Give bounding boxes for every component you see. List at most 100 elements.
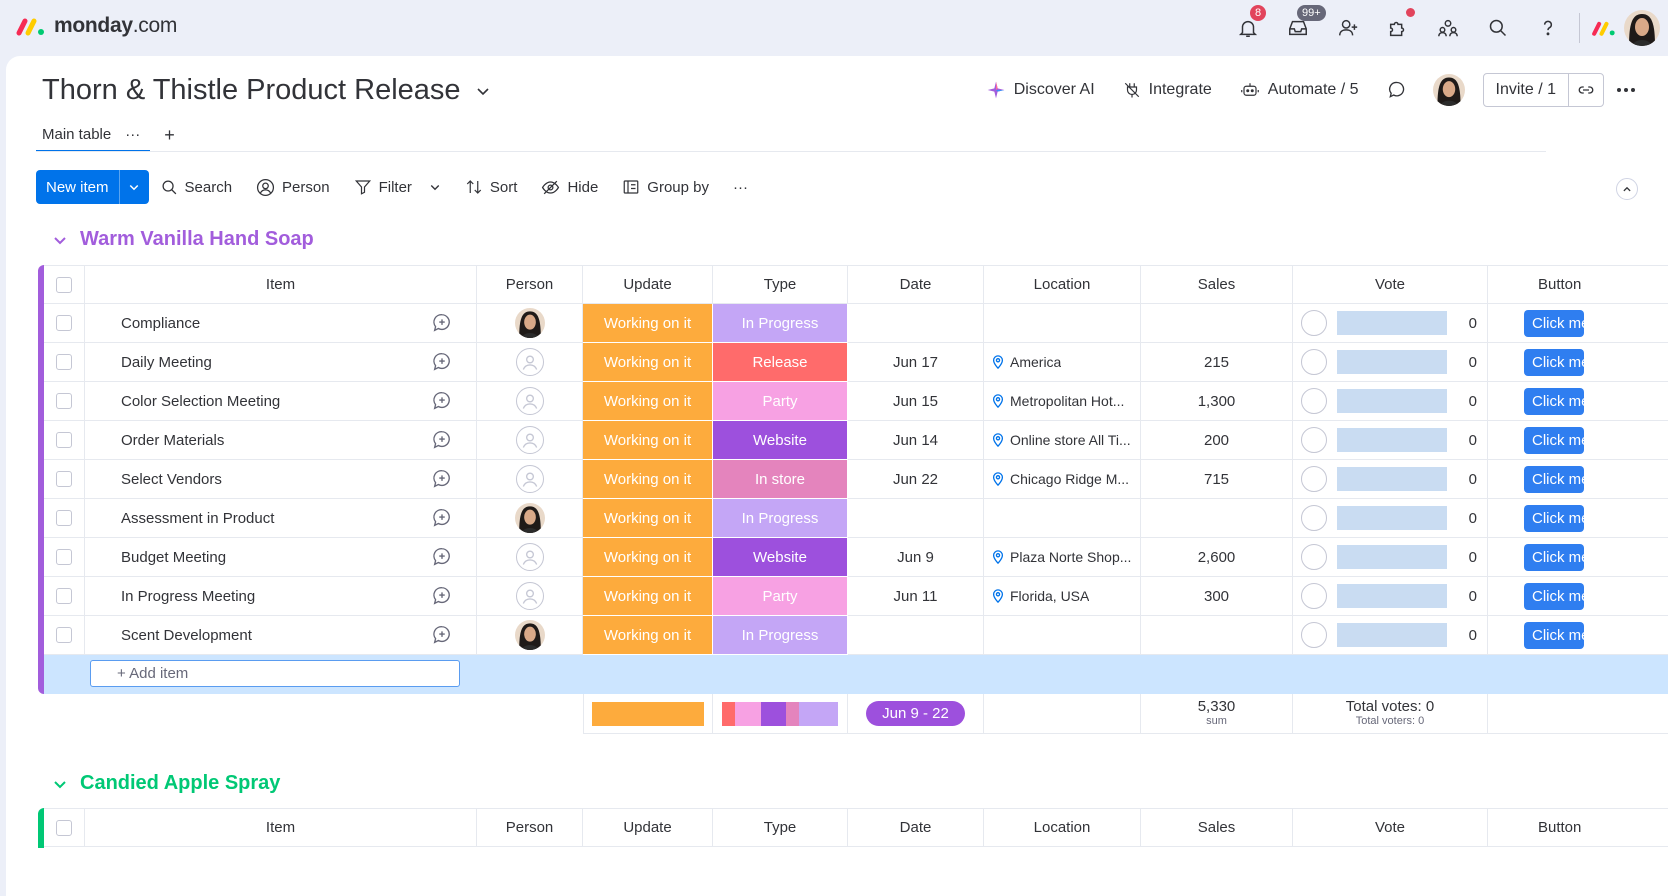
inbox-button[interactable]: 99+ xyxy=(1273,0,1326,56)
person-cell[interactable] xyxy=(477,382,583,421)
update-status[interactable]: Working on it xyxy=(583,538,713,577)
column-header-date[interactable]: Date xyxy=(848,265,984,304)
item-name[interactable]: Budget Meeting xyxy=(85,538,407,577)
board-title-area[interactable]: Thorn & Thistle Product Release xyxy=(42,74,491,107)
select-all-checkbox[interactable] xyxy=(56,276,72,293)
date-cell[interactable] xyxy=(848,499,984,538)
date-cell[interactable] xyxy=(848,304,984,343)
group-title[interactable]: Candied Apple Spray xyxy=(80,772,281,794)
row-checkbox-cell[interactable] xyxy=(44,343,85,382)
sales-cell[interactable] xyxy=(1141,304,1293,343)
column-header-type[interactable]: Type xyxy=(713,808,848,847)
type-status[interactable]: In Progress xyxy=(713,499,848,538)
update-status[interactable]: Working on it xyxy=(583,577,713,616)
open-updates-button[interactable] xyxy=(407,343,477,382)
type-status[interactable]: Party xyxy=(713,382,848,421)
integrate-button[interactable]: Integrate xyxy=(1109,72,1226,108)
person-cell[interactable] xyxy=(477,538,583,577)
apps-button[interactable] xyxy=(1373,0,1423,56)
click-me-button[interactable]: Click me xyxy=(1524,504,1590,532)
click-me-button[interactable]: Click me xyxy=(1524,426,1590,454)
column-header-sales[interactable]: Sales xyxy=(1141,265,1293,304)
column-header-button[interactable]: Button xyxy=(1488,265,1668,304)
open-updates-button[interactable] xyxy=(407,460,477,499)
row-checkbox[interactable] xyxy=(56,471,72,487)
column-header-type[interactable]: Type xyxy=(713,265,848,304)
open-updates-button[interactable] xyxy=(407,304,477,343)
vote-button[interactable] xyxy=(1301,349,1327,375)
chevron-down-icon[interactable] xyxy=(52,776,68,792)
item-name[interactable]: Compliance xyxy=(85,304,407,343)
date-summary[interactable]: Jun 9 - 22 xyxy=(848,694,984,734)
item-name[interactable]: Scent Development xyxy=(85,616,407,655)
column-header-sales[interactable]: Sales xyxy=(1141,808,1293,847)
item-name[interactable]: In Progress Meeting xyxy=(85,577,407,616)
type-status[interactable]: Website xyxy=(713,421,848,460)
chevron-down-icon[interactable] xyxy=(475,83,491,99)
type-status[interactable]: Party xyxy=(713,577,848,616)
column-header-update[interactable]: Update xyxy=(583,808,713,847)
discover-ai-button[interactable]: Discover AI xyxy=(972,72,1109,108)
search-button[interactable]: Search xyxy=(149,170,245,204)
toolbar-more-button[interactable]: ··· xyxy=(733,178,748,196)
open-updates-button[interactable] xyxy=(407,577,477,616)
copy-link-button[interactable] xyxy=(1569,74,1603,106)
sort-button[interactable]: Sort xyxy=(453,170,530,204)
update-status[interactable]: Working on it xyxy=(583,499,713,538)
click-me-button[interactable]: Click me xyxy=(1524,465,1590,493)
column-header-person[interactable]: Person xyxy=(477,265,583,304)
column-header-vote[interactable]: Vote xyxy=(1293,265,1488,304)
row-checkbox-cell[interactable] xyxy=(44,421,85,460)
column-header-location[interactable]: Location xyxy=(984,808,1141,847)
automate-button[interactable]: Automate / 5 xyxy=(1226,72,1373,108)
add-view-button[interactable]: + xyxy=(164,124,175,145)
add-item-input[interactable]: + Add item xyxy=(90,660,460,687)
date-cell[interactable] xyxy=(848,616,984,655)
filter-button[interactable]: Filter xyxy=(342,170,453,204)
marketplace-button[interactable] xyxy=(1423,0,1473,56)
location-cell[interactable] xyxy=(984,616,1141,655)
location-cell[interactable]: Metropolitan Hot... xyxy=(984,382,1141,421)
monday-logo[interactable]: monday.com xyxy=(16,14,177,38)
row-checkbox-cell[interactable] xyxy=(44,382,85,421)
date-cell[interactable]: Jun 14 xyxy=(848,421,984,460)
update-status[interactable]: Working on it xyxy=(583,421,713,460)
type-status[interactable]: Website xyxy=(713,538,848,577)
row-checkbox[interactable] xyxy=(56,315,72,331)
invite-button[interactable]: Invite / 1 xyxy=(1484,74,1569,106)
vote-button[interactable] xyxy=(1301,544,1327,570)
row-checkbox-cell[interactable] xyxy=(44,577,85,616)
type-summary[interactable] xyxy=(713,694,848,734)
notifications-button[interactable]: 8 xyxy=(1223,0,1273,56)
invite-members-button[interactable] xyxy=(1323,0,1373,56)
search-button[interactable] xyxy=(1473,0,1523,56)
location-cell[interactable]: Florida, USA xyxy=(984,577,1141,616)
open-updates-button[interactable] xyxy=(407,382,477,421)
vote-button[interactable] xyxy=(1301,427,1327,453)
location-cell[interactable]: Chicago Ridge M... xyxy=(984,460,1141,499)
user-avatar[interactable] xyxy=(1624,10,1660,46)
select-all-checkbox[interactable] xyxy=(56,819,72,836)
row-checkbox-cell[interactable] xyxy=(44,538,85,577)
person-cell[interactable] xyxy=(477,616,583,655)
update-status[interactable]: Working on it xyxy=(583,304,713,343)
tab-more-button[interactable]: ··· xyxy=(125,125,141,143)
click-me-button[interactable]: Click me xyxy=(1524,309,1590,337)
help-button[interactable] xyxy=(1523,0,1573,56)
row-checkbox[interactable] xyxy=(56,393,72,409)
location-cell[interactable]: Plaza Norte Shop... xyxy=(984,538,1141,577)
row-checkbox-cell[interactable] xyxy=(44,616,85,655)
group-header-candied-apple[interactable]: Candied Apple Spray xyxy=(52,772,280,795)
product-switcher-button[interactable] xyxy=(1586,0,1622,56)
sales-cell[interactable] xyxy=(1141,616,1293,655)
click-me-button[interactable]: Click me xyxy=(1524,582,1590,610)
vote-button[interactable] xyxy=(1301,388,1327,414)
group-header-warm-vanilla[interactable]: Warm Vanilla Hand Soap xyxy=(52,228,314,251)
select-all-checkbox-cell[interactable] xyxy=(44,265,85,304)
column-header-button[interactable]: Button xyxy=(1488,808,1668,847)
board-more-button[interactable] xyxy=(1604,87,1648,93)
open-updates-button[interactable] xyxy=(407,421,477,460)
click-me-button[interactable]: Click me xyxy=(1524,387,1590,415)
column-header-location[interactable]: Location xyxy=(984,265,1141,304)
item-name[interactable]: Select Vendors xyxy=(85,460,407,499)
